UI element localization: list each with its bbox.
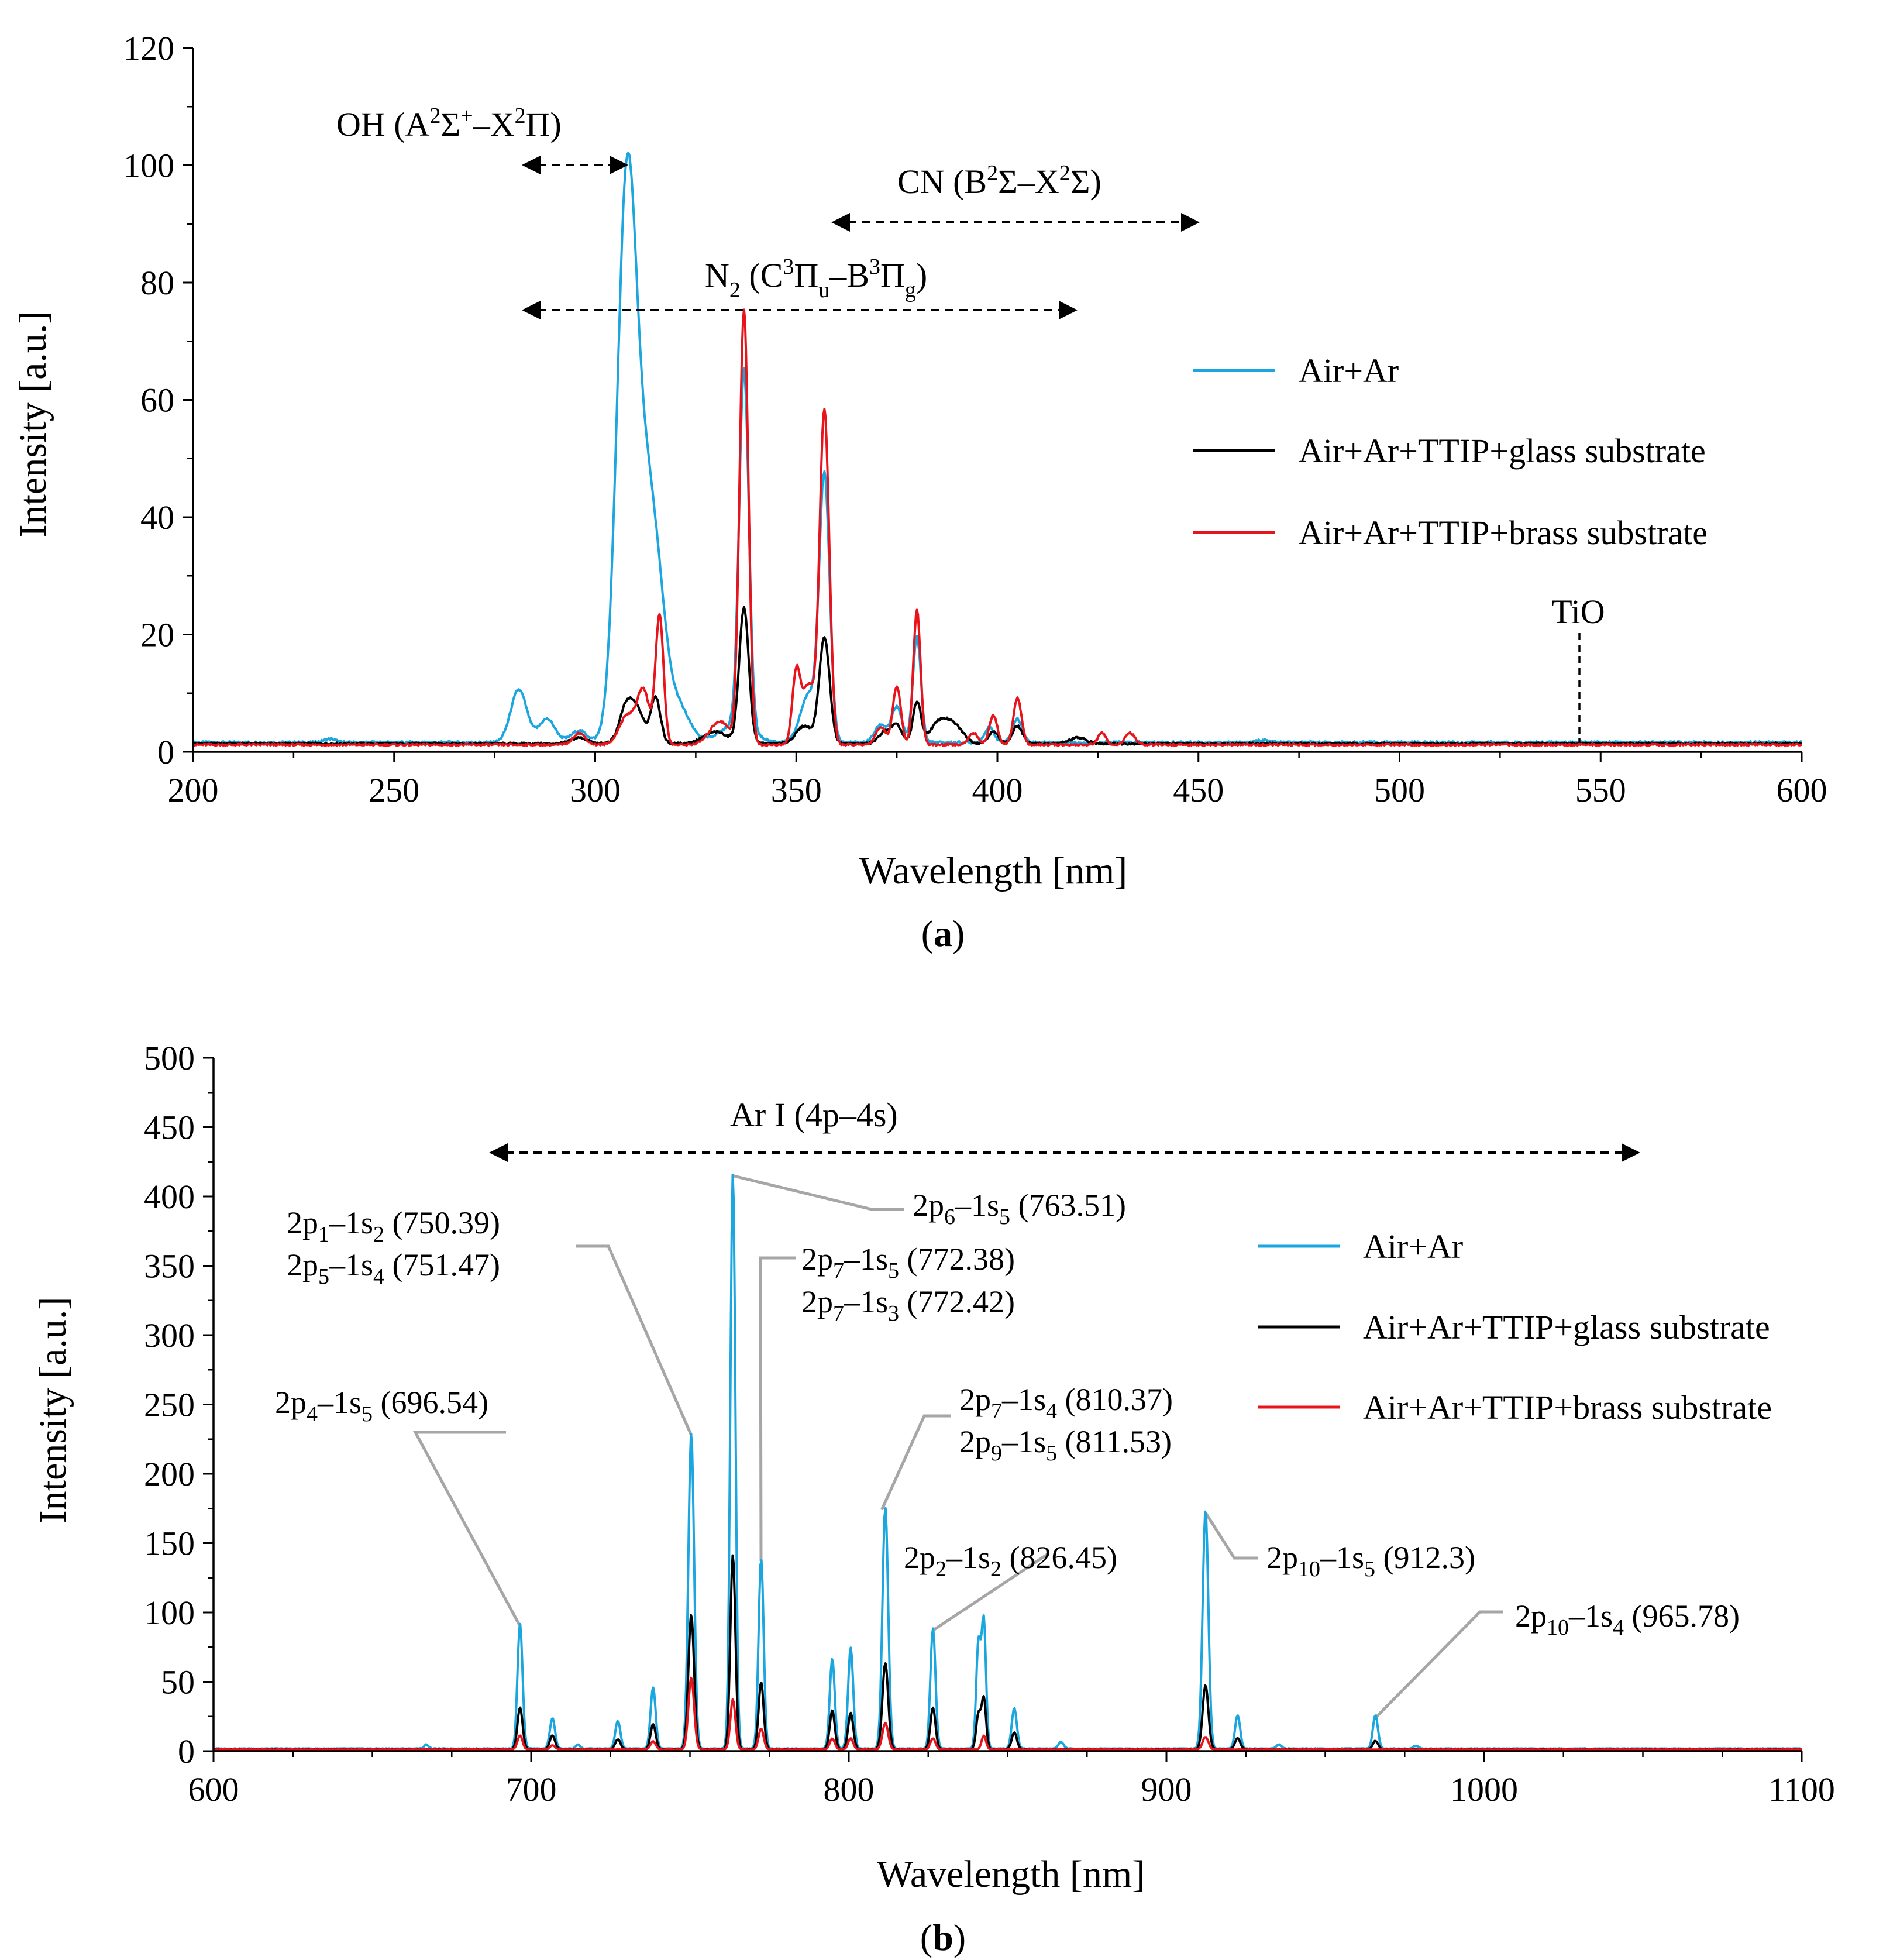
panel-b-y-tick-label: 400 bbox=[144, 1178, 195, 1216]
panel-a-series-group bbox=[192, 152, 1803, 747]
n2-band-label: N2 (C3Πu–B3Πg) bbox=[705, 255, 927, 302]
panel-a-axes bbox=[192, 48, 1802, 753]
panel-b-chart: 600 700 800 900 1000 1100 0 50 100 150 200 250 300 3… bbox=[32, 1039, 1835, 1958]
panel-a-x-tick-label: 250 bbox=[369, 771, 419, 809]
panel-a-y-tick-label: 0 bbox=[157, 733, 174, 771]
panel-a-legend: Air+Ar Air+Ar+TTIP+glass substrate Air+A… bbox=[1193, 352, 1708, 552]
tio-annotation: TiO bbox=[1551, 593, 1605, 743]
peak-leader-line bbox=[576, 1244, 693, 1436]
panel-a-x-tick-label: 450 bbox=[1173, 771, 1224, 809]
panel-a-x-tick-label: 300 bbox=[570, 771, 621, 809]
panel-b-x-tick-label: 700 bbox=[506, 1770, 557, 1808]
peak-leader-line bbox=[880, 1414, 951, 1511]
panel-a-y-tick-label: 120 bbox=[123, 29, 174, 67]
panel-a-y-tick-label: 60 bbox=[140, 381, 174, 419]
panel-b-y-tick-label: 300 bbox=[144, 1316, 195, 1354]
peak-label-810: 2p7–1s4 (810.37) bbox=[959, 1382, 1173, 1423]
legend-a-label-air-ar: Air+Ar bbox=[1299, 352, 1399, 390]
panel-b-y-tick-label: 450 bbox=[144, 1109, 195, 1147]
panel-b-y-tick-label: 250 bbox=[144, 1386, 195, 1424]
oh-band-label: OH (A2Σ+–X2Π) bbox=[336, 104, 562, 143]
panel-b-caption: (b) bbox=[920, 1917, 966, 1958]
peak-label-750: 2p1–1s2 (750.39) bbox=[287, 1205, 500, 1247]
panel-a-x-tick-label: 600 bbox=[1777, 771, 1827, 809]
panel-b-series-group bbox=[213, 1174, 1802, 1751]
panel-b-x-tick-label: 600 bbox=[188, 1770, 239, 1808]
panel-a-x-tick-label: 200 bbox=[168, 771, 219, 809]
panel-b-x-tick-label: 1000 bbox=[1450, 1770, 1518, 1808]
panel-a-x-tick-label: 550 bbox=[1575, 771, 1626, 809]
panel-b-leader-lines bbox=[412, 1174, 1503, 1719]
panel-a-y-tick-label: 80 bbox=[140, 264, 174, 302]
n2-band-annotation: N2 (C3Πu–B3Πg) bbox=[522, 255, 1078, 319]
panel-a-y-tick-label: 20 bbox=[140, 616, 174, 654]
legend-b-label-brass: Air+Ar+TTIP+brass substrate bbox=[1363, 1388, 1772, 1426]
panel-b-y-tick-label: 200 bbox=[144, 1455, 195, 1493]
cn-band-annotation: CN (B2Σ–X2Σ) bbox=[831, 161, 1200, 232]
panel-a-chart: 200 250 300 350 400 450 500 550 600 0 20 40 60 80 100… bbox=[12, 29, 1827, 954]
peak-label-696: 2p4–1s5 (696.54) bbox=[275, 1385, 488, 1426]
panel-a-y-tick-label: 100 bbox=[123, 147, 174, 185]
panel-a-series-line-2 bbox=[192, 308, 1802, 747]
panel-b-x-axis-title: Wavelength [nm] bbox=[877, 1853, 1145, 1896]
panel-b-y-ticks: 0 50 100 150 200 250 300 350 400 450 500 bbox=[144, 1039, 214, 1770]
panel-b-peak-labels: 2p4–1s5 (696.54) 2p1–1s2 (750.39) 2p5–1s… bbox=[275, 1188, 1740, 1640]
panel-b-y-tick-label: 350 bbox=[144, 1247, 195, 1285]
tio-label: TiO bbox=[1551, 593, 1605, 631]
peak-label-763: 2p6–1s5 (763.51) bbox=[913, 1188, 1126, 1229]
cn-band-label: CN (B2Σ–X2Σ) bbox=[897, 161, 1101, 201]
panel-a-x-tick-label: 500 bbox=[1374, 771, 1425, 809]
ar-band-annotation: Ar I (4p–4s) bbox=[489, 1096, 1640, 1162]
panel-b-y-tick-label: 0 bbox=[178, 1732, 195, 1770]
panel-b-series-line-1 bbox=[213, 1554, 1802, 1751]
oh-band-annotation: OH (A2Σ+–X2Π) bbox=[336, 104, 628, 174]
legend-a-label-brass: Air+Ar+TTIP+brass substrate bbox=[1299, 514, 1708, 552]
panel-a-x-ticks: 200 250 300 350 400 450 500 550 600 bbox=[168, 752, 1827, 809]
panel-a-x-tick-label: 400 bbox=[972, 771, 1023, 809]
panel-b-x-tick-label: 800 bbox=[824, 1770, 875, 1808]
panel-a-x-tick-label: 350 bbox=[771, 771, 822, 809]
peak-label-826: 2p2–1s2 (826.45) bbox=[904, 1540, 1117, 1581]
panel-b-y-tick-label: 100 bbox=[144, 1594, 195, 1632]
ar-band-label: Ar I (4p–4s) bbox=[730, 1096, 898, 1134]
peak-label-912: 2p10–1s5 (912.3) bbox=[1266, 1540, 1475, 1581]
panel-a-y-ticks: 0 20 40 60 80 100 120 bbox=[123, 29, 193, 771]
peak-label-811: 2p9–1s5 (811.53) bbox=[959, 1424, 1172, 1466]
panel-a-y-axis-title: Intensity [a.u.] bbox=[12, 311, 54, 538]
peak-label-965: 2p10–1s4 (965.78) bbox=[1515, 1598, 1740, 1640]
panel-b-y-tick-label: 50 bbox=[161, 1663, 195, 1701]
peak-leader-line bbox=[412, 1431, 522, 1627]
panel-b-x-tick-label: 1100 bbox=[1768, 1770, 1835, 1808]
peak-label-751: 2p5–1s4 (751.47) bbox=[287, 1247, 500, 1289]
panel-a-caption: (a) bbox=[921, 913, 965, 954]
legend-b-label-air-ar: Air+Ar bbox=[1363, 1227, 1463, 1266]
peak-label-772-42: 2p7–1s3 (772.42) bbox=[801, 1284, 1015, 1326]
legend-a-label-glass: Air+Ar+TTIP+glass substrate bbox=[1299, 432, 1706, 470]
panel-b-y-tick-label: 150 bbox=[144, 1525, 195, 1563]
peak-leader-line bbox=[1204, 1512, 1258, 1560]
panel-b-series-line-2 bbox=[213, 1676, 1802, 1751]
peak-leader-line bbox=[759, 1256, 796, 1562]
peak-leader-line bbox=[932, 1553, 1048, 1632]
panel-b-y-axis-title: Intensity [a.u.] bbox=[32, 1297, 74, 1524]
peak-label-772-38: 2p7–1s5 (772.38) bbox=[801, 1242, 1015, 1283]
peak-leader-line bbox=[1374, 1610, 1503, 1719]
legend-b-label-glass: Air+Ar+TTIP+glass substrate bbox=[1363, 1308, 1770, 1346]
panel-b-y-tick-label: 500 bbox=[144, 1039, 195, 1077]
panel-b-legend: Air+Ar Air+Ar+TTIP+glass substrate Air+A… bbox=[1258, 1227, 1772, 1426]
peak-leader-line bbox=[732, 1174, 904, 1211]
panel-a-y-tick-label: 40 bbox=[140, 498, 174, 537]
panel-b-x-tick-label: 900 bbox=[1141, 1770, 1192, 1808]
panel-a-x-axis-title: Wavelength [nm] bbox=[859, 850, 1127, 892]
panel-b-x-ticks: 600 700 800 900 1000 1100 bbox=[188, 1751, 1835, 1808]
